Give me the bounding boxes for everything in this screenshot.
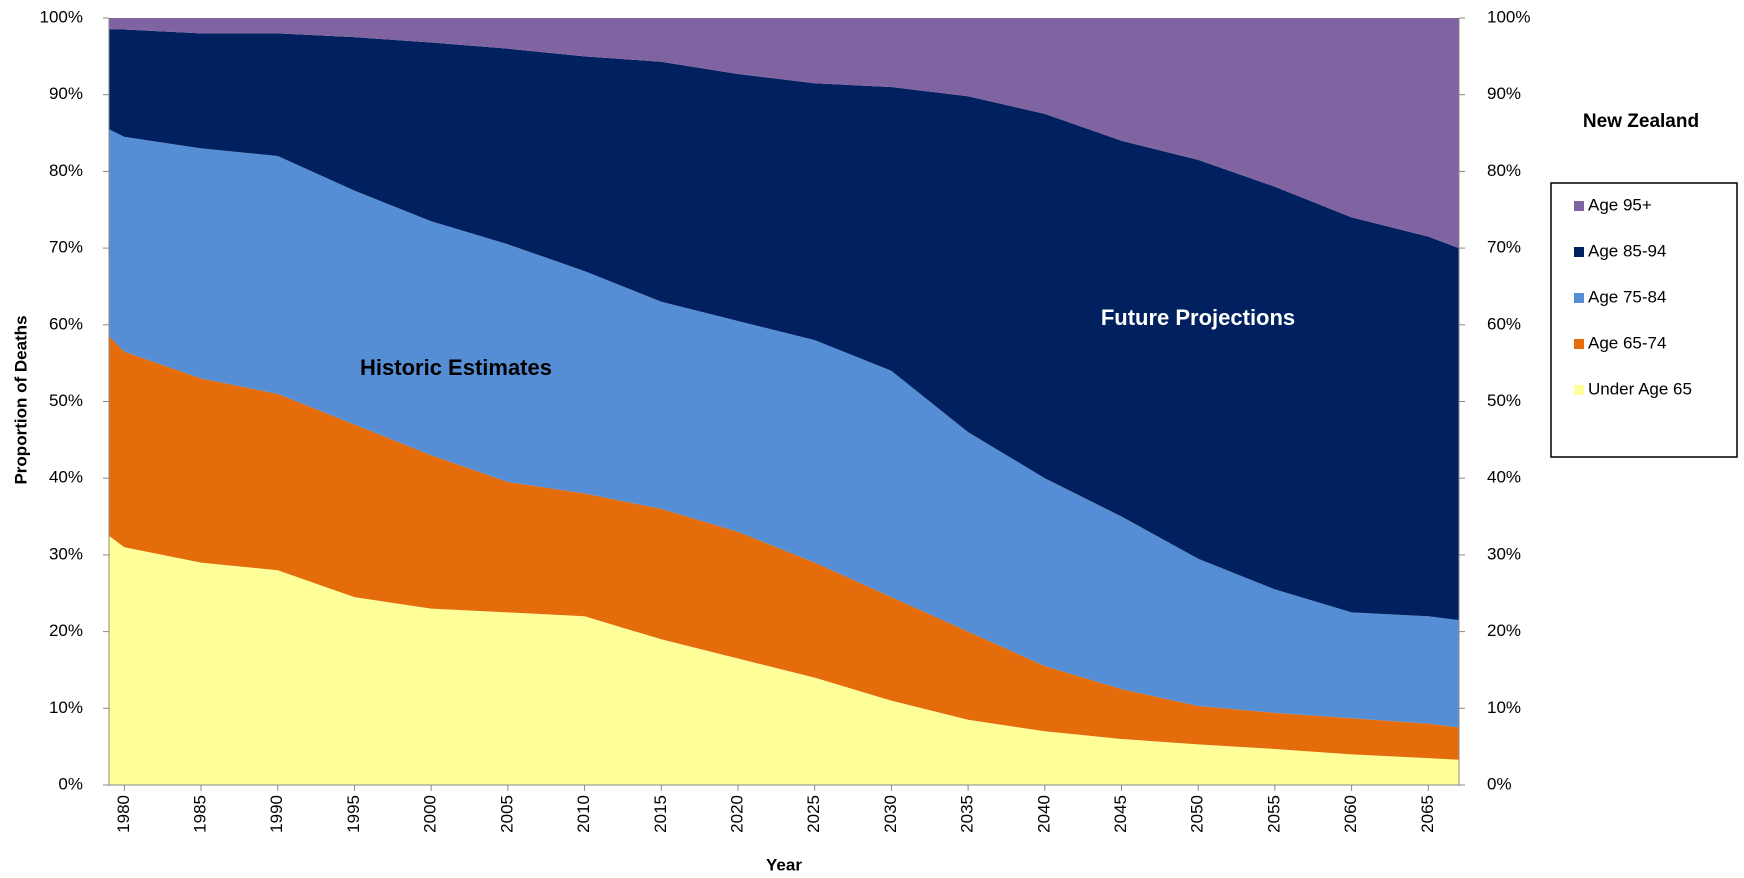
x-tick-label: 1985 xyxy=(191,795,210,833)
x-tick-label: 1995 xyxy=(344,795,363,833)
area xyxy=(109,535,1459,785)
x-tick-label: 1990 xyxy=(267,795,286,833)
y-tick-label: 10% xyxy=(49,698,83,717)
x-tick-label: 2000 xyxy=(421,795,440,833)
legend-label: Under Age 65 xyxy=(1588,379,1692,398)
area xyxy=(109,129,1459,728)
x-tick-label: 1980 xyxy=(114,795,133,833)
x-tick-label: 2010 xyxy=(574,795,593,833)
x-tick-label: 2050 xyxy=(1188,795,1207,833)
y-tick-label: 0% xyxy=(58,774,83,793)
x-tick-label: 2020 xyxy=(727,795,746,833)
legend-label: Age 85-94 xyxy=(1588,241,1666,260)
legend-swatch xyxy=(1574,247,1584,257)
x-tick-label: 2065 xyxy=(1418,795,1437,833)
annotation: Historic Estimates xyxy=(360,355,552,380)
y-tick-label: 100% xyxy=(40,7,83,26)
x-tick-label: 2015 xyxy=(651,795,670,833)
y2-tick-label: 50% xyxy=(1487,391,1521,410)
y2-tick-label: 90% xyxy=(1487,84,1521,103)
x-tick-label: 2035 xyxy=(958,795,977,833)
x-axis-label: Year xyxy=(766,855,802,874)
x-tick-label: 2045 xyxy=(1111,795,1130,833)
legend-swatch xyxy=(1574,339,1584,349)
area xyxy=(109,18,1459,249)
y-tick-label: 50% xyxy=(49,391,83,410)
legend-title: New Zealand xyxy=(1583,111,1699,132)
y-tick-label: 60% xyxy=(49,314,83,333)
annotation: Future Projections xyxy=(1101,305,1295,330)
y-tick-label: 90% xyxy=(49,84,83,103)
legend-swatch xyxy=(1574,385,1584,395)
y2-tick-label: 100% xyxy=(1487,7,1530,26)
y-tick-label: 80% xyxy=(49,161,83,180)
x-tick-label: 2025 xyxy=(804,795,823,833)
x-tick-label: 2060 xyxy=(1341,795,1360,833)
y2-tick-label: 10% xyxy=(1487,698,1521,717)
y2-tick-label: 70% xyxy=(1487,238,1521,257)
legend-swatch xyxy=(1574,293,1584,303)
area xyxy=(109,336,1459,760)
legend-label: Age 75-84 xyxy=(1588,287,1666,306)
y2-tick-label: 30% xyxy=(1487,544,1521,563)
legend-label: Age 95+ xyxy=(1588,195,1652,214)
legend-box xyxy=(1550,182,1738,458)
y2-tick-label: 80% xyxy=(1487,161,1521,180)
y2-tick-label: 0% xyxy=(1487,774,1512,793)
y2-tick-label: 40% xyxy=(1487,468,1521,487)
x-tick-label: 2030 xyxy=(881,795,900,833)
y2-tick-label: 60% xyxy=(1487,314,1521,333)
y-tick-label: 70% xyxy=(49,238,83,257)
y-tick-label: 30% xyxy=(49,544,83,563)
area xyxy=(109,29,1459,621)
y-tick-label: 40% xyxy=(49,468,83,487)
x-tick-label: 2055 xyxy=(1264,795,1283,833)
y-tick-label: 20% xyxy=(49,621,83,640)
x-tick-label: 2040 xyxy=(1034,795,1053,833)
y2-tick-label: 20% xyxy=(1487,621,1521,640)
legend-label: Age 65-74 xyxy=(1588,333,1666,352)
x-tick-label: 2005 xyxy=(497,795,516,833)
legend-swatch xyxy=(1574,201,1584,211)
y-axis-label: Proportion of Deaths xyxy=(11,315,30,484)
